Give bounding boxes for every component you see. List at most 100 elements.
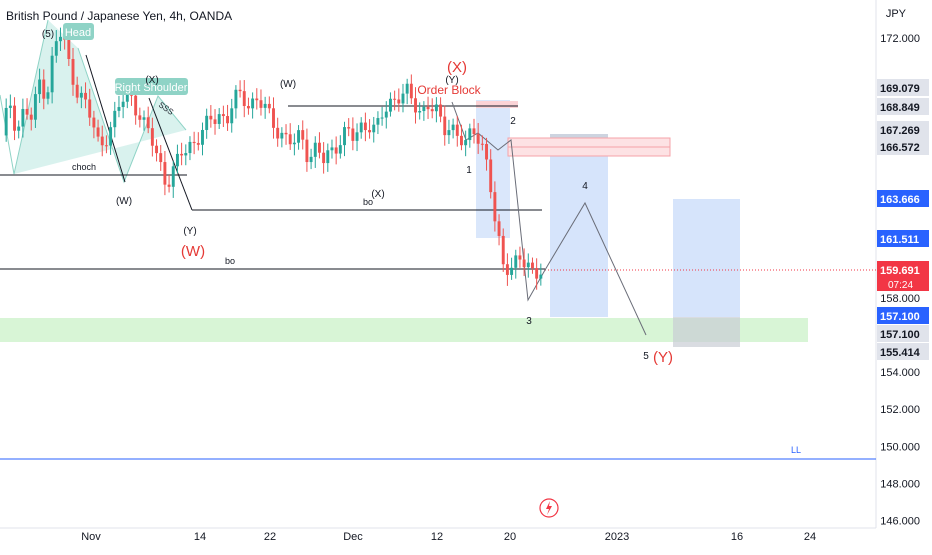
candle xyxy=(242,91,246,107)
x-tick-label: 14 xyxy=(194,531,206,543)
wave-line-a xyxy=(148,97,193,211)
candle xyxy=(384,111,388,118)
candle xyxy=(351,128,355,141)
head-label: Head xyxy=(65,27,91,39)
candle xyxy=(213,119,217,124)
candle xyxy=(150,128,154,146)
candle xyxy=(343,127,346,146)
wave4-box[interactable] xyxy=(550,134,608,317)
y-tick-label: 146.000 xyxy=(880,516,920,528)
wave-label-red: (X) xyxy=(447,59,467,76)
price-tag-label: 161.511 xyxy=(880,234,919,246)
price-tag-label: 167.269 xyxy=(880,125,920,137)
candle xyxy=(134,95,138,116)
candle xyxy=(376,118,380,125)
candle xyxy=(326,150,330,164)
candle xyxy=(167,184,171,187)
candle xyxy=(121,101,125,108)
candle xyxy=(138,115,142,120)
candle xyxy=(163,162,167,185)
candle xyxy=(4,107,8,136)
candle xyxy=(388,98,392,112)
right-shoulder-pill xyxy=(115,78,188,95)
candle xyxy=(230,108,234,124)
candle xyxy=(280,132,284,139)
price-tag xyxy=(877,98,929,115)
candle xyxy=(29,114,33,120)
candle xyxy=(259,100,263,108)
price-tag-label: 157.100 xyxy=(880,311,920,323)
candle xyxy=(401,93,405,104)
candle xyxy=(322,152,326,164)
order-block-label: Order Block xyxy=(417,83,481,97)
candle xyxy=(447,130,451,136)
candle xyxy=(522,259,526,268)
candle xyxy=(464,140,468,146)
candle xyxy=(393,98,397,100)
wave-projection[interactable] xyxy=(465,132,647,336)
wave-label: 5 xyxy=(643,351,649,362)
candle xyxy=(88,99,92,118)
candle xyxy=(272,108,275,128)
candle xyxy=(518,255,522,260)
ll-label: LL xyxy=(791,445,801,455)
wave-label: 3 xyxy=(526,316,532,327)
symbol-header: British Pound / Japanese Yen, 4h, OANDA xyxy=(6,9,234,23)
candle xyxy=(418,111,422,113)
candle xyxy=(313,142,317,157)
bo-label-2: bo xyxy=(225,256,235,266)
y-tick-label: 154.000 xyxy=(880,367,920,379)
x-tick-label: 24 xyxy=(804,531,816,543)
price-tag xyxy=(877,121,929,138)
x-tick-label: 20 xyxy=(504,531,516,543)
candle xyxy=(59,36,62,42)
candle xyxy=(117,107,121,111)
candle xyxy=(434,104,438,112)
candle xyxy=(251,98,255,109)
choch-label: choch xyxy=(72,162,96,172)
price-tag-label: 157.100 xyxy=(880,329,920,341)
candle xyxy=(459,135,463,146)
wave-label-red: (W) xyxy=(181,243,205,260)
candle xyxy=(267,103,271,109)
candle xyxy=(33,94,37,120)
wave-line-b xyxy=(85,54,126,183)
candle xyxy=(363,122,367,131)
candle xyxy=(42,79,46,99)
long-position-stop[interactable] xyxy=(673,317,740,347)
candle xyxy=(234,89,238,109)
candle xyxy=(422,106,426,112)
price-axis[interactable]: 146.000 148.000 150.000 152.000 154.000 158.0… xyxy=(880,33,920,528)
candle xyxy=(405,83,409,94)
candle xyxy=(439,104,443,117)
candle xyxy=(414,98,417,113)
head-shoulders-pattern[interactable] xyxy=(0,20,186,182)
candle xyxy=(75,84,79,98)
candle xyxy=(21,108,25,127)
bo-label-1: bo xyxy=(363,197,373,207)
order-block-top[interactable] xyxy=(476,101,518,108)
candle xyxy=(301,130,305,140)
candle xyxy=(113,110,117,128)
long-position-profit[interactable] xyxy=(673,199,740,317)
candle xyxy=(175,153,179,167)
lightning-icon[interactable] xyxy=(539,498,559,518)
price-tag xyxy=(877,230,929,247)
candle xyxy=(497,221,501,236)
candle xyxy=(109,127,113,146)
candle xyxy=(17,126,21,131)
candle xyxy=(46,92,50,99)
candle xyxy=(292,142,296,145)
candle xyxy=(155,145,159,154)
current-price-label: 159.691 xyxy=(880,265,920,277)
candle xyxy=(180,153,184,156)
time-axis[interactable]: Nov 14 22 Dec 12 20 2023 16 24 xyxy=(81,531,816,543)
candle xyxy=(201,129,204,145)
x-tick-label: Dec xyxy=(343,531,363,543)
candle xyxy=(192,141,196,144)
currency-label: JPY xyxy=(885,8,906,20)
candle xyxy=(347,127,351,129)
candle xyxy=(96,127,100,137)
